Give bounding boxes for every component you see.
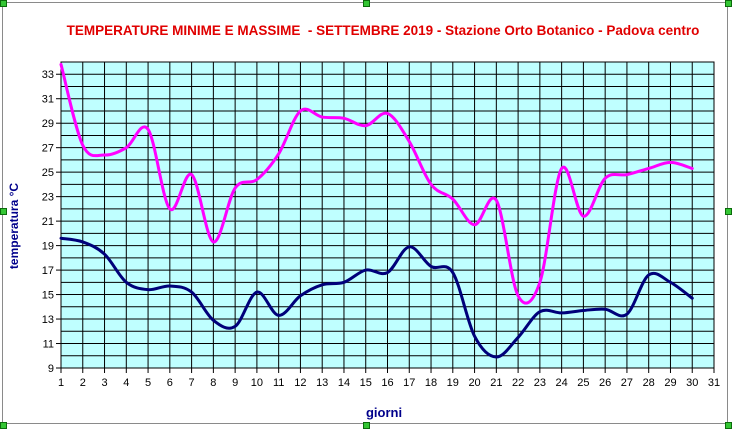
horizontal-gridlines [61, 73, 714, 357]
y-tick-label-31: 31 [42, 94, 54, 106]
chart-title: TEMPERATURE MINIME E MASSIME - SETTEMBRE… [66, 23, 700, 38]
x-tick-label-4: 4 [123, 377, 129, 389]
x-tick-label-22: 22 [512, 377, 524, 389]
x-tick-label-21: 21 [490, 377, 502, 389]
x-tick-label-30: 30 [686, 377, 698, 389]
x-tick-label-24: 24 [556, 377, 568, 389]
x-tick-label-23: 23 [534, 377, 546, 389]
vertical-gridlines [82, 62, 693, 368]
x-tick-label-5: 5 [145, 377, 151, 389]
x-tick-label-20: 20 [468, 377, 480, 389]
x-tick-label-28: 28 [643, 377, 655, 389]
x-tick-label-11: 11 [273, 377, 284, 389]
x-tick-label-29: 29 [664, 377, 676, 389]
x-tick-label-6: 6 [167, 377, 173, 389]
x-tick-label-16: 16 [381, 377, 393, 389]
x-tick-label-7: 7 [189, 377, 195, 389]
x-tick-label-27: 27 [621, 377, 633, 389]
y-tick-label-25: 25 [42, 167, 54, 179]
y-tick-label-23: 23 [42, 192, 54, 204]
x-tick-label-18: 18 [425, 377, 437, 389]
x-tick-label-2: 2 [80, 377, 86, 389]
x-tick-label-17: 17 [403, 377, 415, 389]
x-tick-label-25: 25 [577, 377, 589, 389]
y-tick-label-15: 15 [42, 290, 54, 302]
y-tick-label-29: 29 [42, 118, 54, 130]
y-tick-label-9: 9 [48, 363, 54, 375]
y-tick-label-33: 33 [42, 69, 54, 81]
x-tick-label-9: 9 [232, 377, 238, 389]
series-line-1 [59, 62, 694, 305]
y-tick-label-17: 17 [42, 265, 54, 277]
axis-tick-marks [56, 73, 715, 373]
x-tick-label-8: 8 [210, 377, 216, 389]
x-tick-label-31: 31 [708, 377, 720, 389]
series-group [59, 62, 694, 359]
selection-handle-top-left[interactable] [0, 0, 7, 7]
y-tick-label-13: 13 [42, 314, 54, 326]
y-tick-label-11: 11 [43, 339, 54, 351]
x-tick-label-12: 12 [294, 377, 306, 389]
x-tick-label-19: 19 [447, 377, 459, 389]
x-axis-label: giorni [365, 405, 403, 420]
y-tick-label-19: 19 [42, 241, 54, 253]
x-tick-label-3: 3 [101, 377, 107, 389]
x-tick-label-13: 13 [316, 377, 328, 389]
selection-handle-middle-left[interactable] [0, 208, 7, 215]
series-line-2 [59, 236, 694, 359]
y-tick-label-27: 27 [42, 143, 54, 155]
x-tick-labels: 1 2 3 4 5 6 7 8 9 10 11 12 13 14 15 16 17 18 19 20 21 22 23 24 2… [58, 377, 720, 389]
selection-handle-top-center[interactable] [363, 0, 370, 7]
x-tick-label-14: 14 [338, 377, 350, 389]
x-tick-label-15: 15 [360, 377, 372, 389]
x-tick-label-10: 10 [251, 377, 263, 389]
x-tick-label-1: 1 [58, 377, 64, 389]
x-tick-label-26: 26 [599, 377, 611, 389]
y-tick-labels: 9 11 13 15 17 19 21 23 25 27 29 31 33 [42, 69, 54, 375]
y-tick-label-21: 21 [42, 216, 54, 228]
